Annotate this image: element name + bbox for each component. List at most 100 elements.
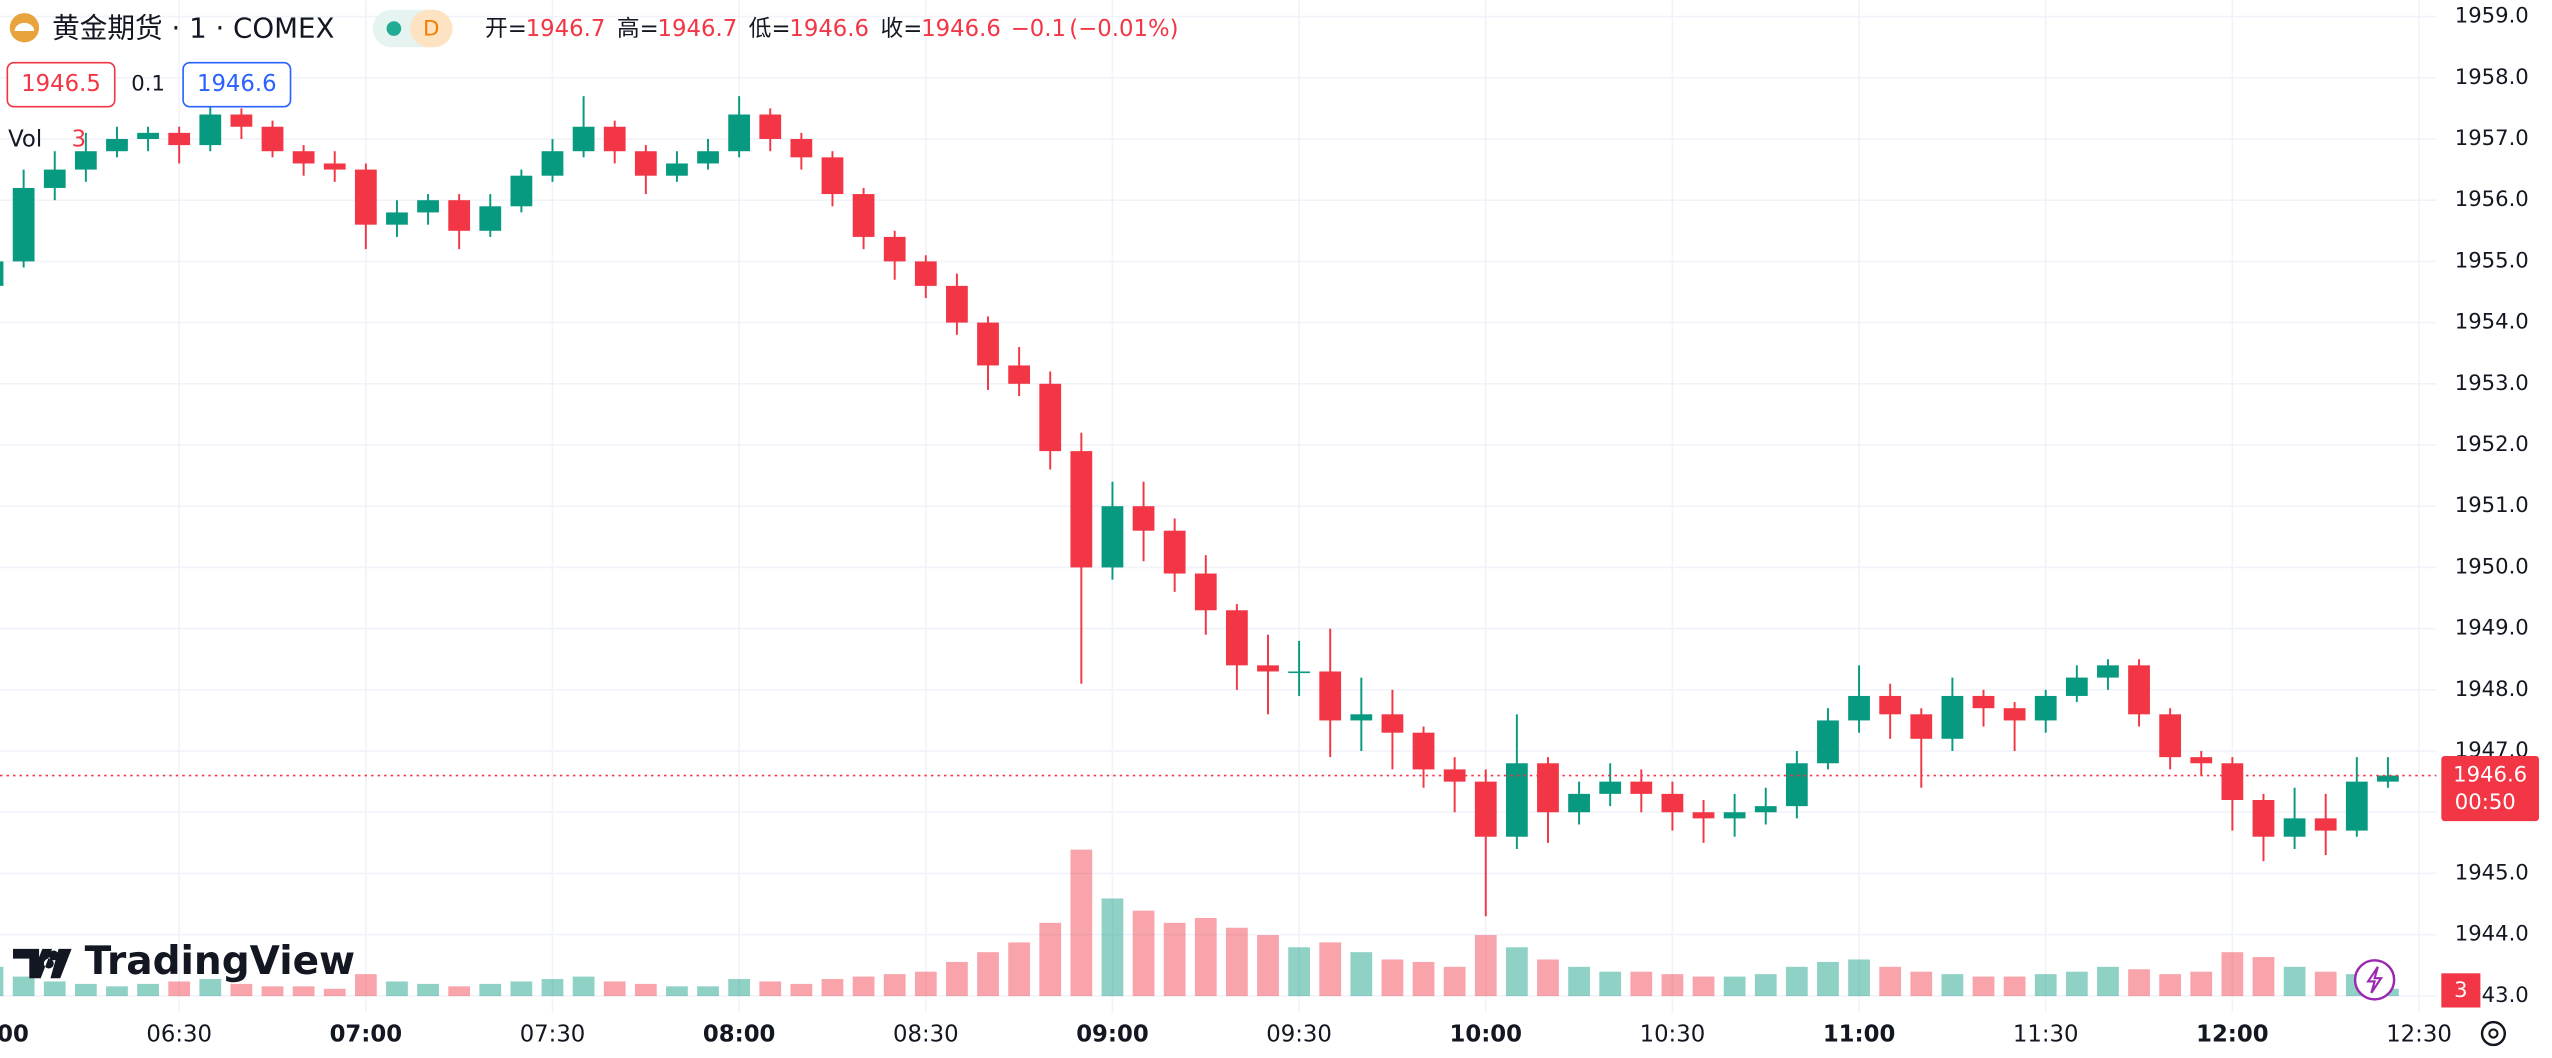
candle-body bbox=[541, 151, 564, 176]
axes: 1943.01944.01945.01946.01947.01948.01949… bbox=[0, 3, 2552, 1058]
volume-bar bbox=[292, 986, 315, 997]
x-tick-label: 09:00 bbox=[1076, 1022, 1148, 1048]
volume-bar bbox=[1443, 966, 1466, 997]
candle-body bbox=[1443, 769, 1466, 782]
candle-body bbox=[1194, 573, 1217, 611]
candle-body bbox=[946, 285, 968, 323]
x-tick-label: 07:30 bbox=[520, 1022, 586, 1048]
buy-button[interactable] bbox=[182, 61, 292, 108]
volume-bar bbox=[666, 986, 688, 997]
y-tick-label: 1959.0 bbox=[2455, 3, 2529, 28]
settings-button[interactable] bbox=[2480, 1020, 2507, 1047]
candle-body bbox=[2190, 757, 2213, 764]
candle-body bbox=[790, 138, 813, 158]
volume-bar bbox=[1599, 971, 1622, 997]
y-tick-label: 1952.0 bbox=[2455, 431, 2529, 456]
volume-bar bbox=[977, 952, 999, 997]
candle-body bbox=[230, 114, 253, 127]
volume-bar bbox=[12, 976, 35, 997]
candle-body bbox=[1754, 806, 1777, 813]
x-tick-label: 11:00 bbox=[1823, 1022, 1895, 1048]
volume-bar bbox=[1008, 942, 1031, 997]
volume-bar bbox=[1319, 942, 1342, 997]
candle-body bbox=[2159, 714, 2182, 758]
candle-body bbox=[603, 126, 626, 152]
candle-body bbox=[1941, 695, 1964, 739]
candle-body bbox=[1101, 506, 1124, 568]
candle-body bbox=[292, 151, 315, 164]
candle-body bbox=[386, 212, 408, 225]
volume-bar bbox=[1723, 976, 1746, 997]
candle-body bbox=[323, 163, 346, 170]
volume-bar bbox=[914, 971, 937, 997]
volume-bar bbox=[1350, 952, 1373, 997]
candle-body bbox=[2034, 695, 2057, 721]
x-tick-label: 07:00 bbox=[330, 1022, 402, 1048]
volume-bar bbox=[1412, 961, 1435, 997]
last-price-layer: 1946.600:50 3 bbox=[0, 755, 2539, 1008]
volume-bar bbox=[137, 983, 159, 997]
volume-bar bbox=[541, 979, 564, 997]
brand-mark bbox=[50, 948, 72, 979]
legend-value: 1946.6 bbox=[921, 16, 1001, 42]
volume-bar bbox=[1785, 966, 1808, 997]
candle-body bbox=[1568, 793, 1590, 813]
candle-body bbox=[1972, 695, 1995, 709]
candle-body bbox=[0, 261, 4, 286]
last-price-label: 1946.6 bbox=[2453, 762, 2527, 787]
candle-body bbox=[634, 151, 657, 176]
candle-body bbox=[2314, 818, 2337, 831]
candle-body bbox=[1848, 695, 1870, 721]
candle-body bbox=[1692, 812, 1715, 819]
volume-bar bbox=[603, 981, 626, 997]
volume-bar bbox=[572, 976, 595, 997]
volume-bar bbox=[2283, 966, 2306, 997]
replay-button[interactable] bbox=[2353, 959, 2396, 1001]
x-tick-label: 12:00 bbox=[2196, 1022, 2268, 1048]
y-tick-label: 1945.0 bbox=[2455, 859, 2529, 884]
candle-body bbox=[199, 114, 222, 146]
candle-body bbox=[1412, 732, 1435, 770]
candle-body bbox=[168, 132, 191, 146]
volume-bar bbox=[1070, 849, 1093, 997]
sell-button[interactable] bbox=[6, 61, 116, 108]
x-tick-label: 08:00 bbox=[703, 1022, 775, 1048]
volume-bar bbox=[1817, 961, 1839, 997]
volume-bar bbox=[1474, 935, 1497, 997]
volume-label: Vol bbox=[8, 127, 42, 153]
header: 黄金期货 · 1 · COMEX D 开=1946.7 高=1946.7 低=194… bbox=[6, 9, 1178, 153]
y-tick-label: 1944.0 bbox=[2455, 921, 2529, 946]
volume-bar bbox=[759, 981, 782, 997]
volume-bar bbox=[230, 983, 253, 997]
y-tick-label: 1951.0 bbox=[2455, 492, 2529, 517]
y-tick-label: 1953.0 bbox=[2455, 370, 2529, 395]
volume-bar bbox=[74, 983, 97, 997]
volume-bar bbox=[1661, 974, 1684, 997]
x-tick-label: 10:30 bbox=[1640, 1022, 1706, 1048]
brand-logo: TradingView bbox=[13, 939, 355, 984]
symbol-title: 黄金期货 · 1 · COMEX bbox=[52, 11, 334, 44]
bid-price: 1946.5 bbox=[21, 71, 101, 97]
brand-name: TradingView bbox=[85, 939, 356, 984]
candle-body bbox=[1350, 714, 1373, 721]
volume-bar bbox=[0, 966, 4, 997]
candle-body bbox=[1474, 781, 1497, 837]
candle-layer bbox=[0, 96, 2399, 917]
candle-body bbox=[2097, 665, 2119, 678]
x-tick-label: 09:30 bbox=[1266, 1022, 1332, 1048]
y-tick-label: 1950.0 bbox=[2455, 553, 2529, 578]
volume-bar bbox=[946, 961, 968, 997]
volume-bar bbox=[1630, 971, 1653, 997]
grid bbox=[0, 0, 2437, 1013]
candle-body bbox=[666, 163, 688, 176]
candle-body bbox=[1225, 610, 1248, 666]
volume-bar bbox=[2159, 974, 2182, 997]
candle-body bbox=[12, 187, 35, 262]
volume-bar bbox=[790, 983, 813, 997]
candle-body bbox=[1537, 763, 1559, 813]
candle-body bbox=[977, 322, 999, 366]
volume-bar bbox=[43, 981, 66, 997]
volume-bar bbox=[417, 983, 439, 997]
spread: 0.1 bbox=[131, 71, 165, 96]
volume-bar bbox=[2003, 976, 2026, 997]
